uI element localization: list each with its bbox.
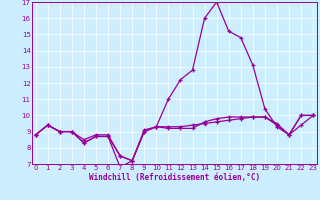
X-axis label: Windchill (Refroidissement éolien,°C): Windchill (Refroidissement éolien,°C) bbox=[89, 173, 260, 182]
